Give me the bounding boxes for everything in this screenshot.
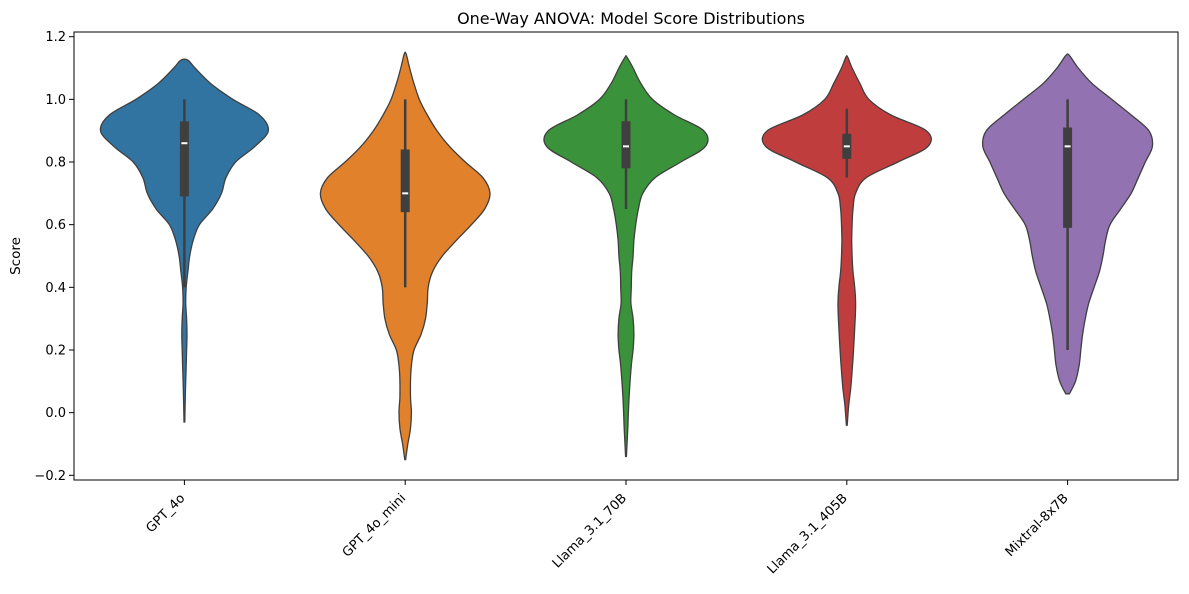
x-axis: GPT_4o GPT_4o_mini Llama_3.1_70B Llama_3.1_… — [143, 480, 1072, 577]
x-tick-label: GPT_4o_mini — [340, 491, 409, 560]
y-tick-label: 0.4 — [45, 281, 66, 296]
x-tick-label: GPT_4o — [143, 491, 188, 536]
x-tick-label: Llama_3.1_70B — [550, 491, 630, 571]
plot-frame — [73, 31, 1179, 481]
y-tick-label: 0.8 — [45, 156, 66, 171]
y-tick-label: −0.2 — [34, 469, 66, 484]
violin-body — [761, 55, 932, 426]
violin-Mixtral-8x7B — [981, 53, 1154, 395]
violin-GPT_4o_mini — [319, 51, 491, 461]
y-tick-label: 1.2 — [45, 30, 66, 45]
violin-Llama_3.1_70B — [543, 55, 709, 458]
violin-GPT_4o — [99, 58, 270, 423]
y-tick-label: 0.6 — [45, 218, 66, 233]
y-tick-label: 1.0 — [45, 93, 66, 108]
violin-Llama_3.1_405B — [761, 55, 932, 426]
violin-iqr-box — [179, 121, 189, 197]
y-axis-label: Score — [8, 237, 24, 275]
violin-iqr-box — [621, 121, 631, 169]
violin-iqr-box — [400, 149, 410, 213]
x-tick-label: Mixtral-8x7B — [1003, 491, 1072, 560]
y-tick-label: 0.0 — [45, 406, 66, 421]
violin-iqr-box — [1063, 127, 1073, 228]
violin-body — [543, 55, 709, 458]
violins-layer — [99, 51, 1154, 461]
chart-title: One-Way ANOVA: Model Score Distributions — [457, 9, 805, 28]
y-axis: −0.2 0.0 0.2 0.4 0.6 0.8 1.0 1.2 — [34, 30, 74, 484]
x-tick-label: Llama_3.1_405B — [765, 491, 851, 577]
y-tick-label: 0.2 — [45, 343, 66, 358]
